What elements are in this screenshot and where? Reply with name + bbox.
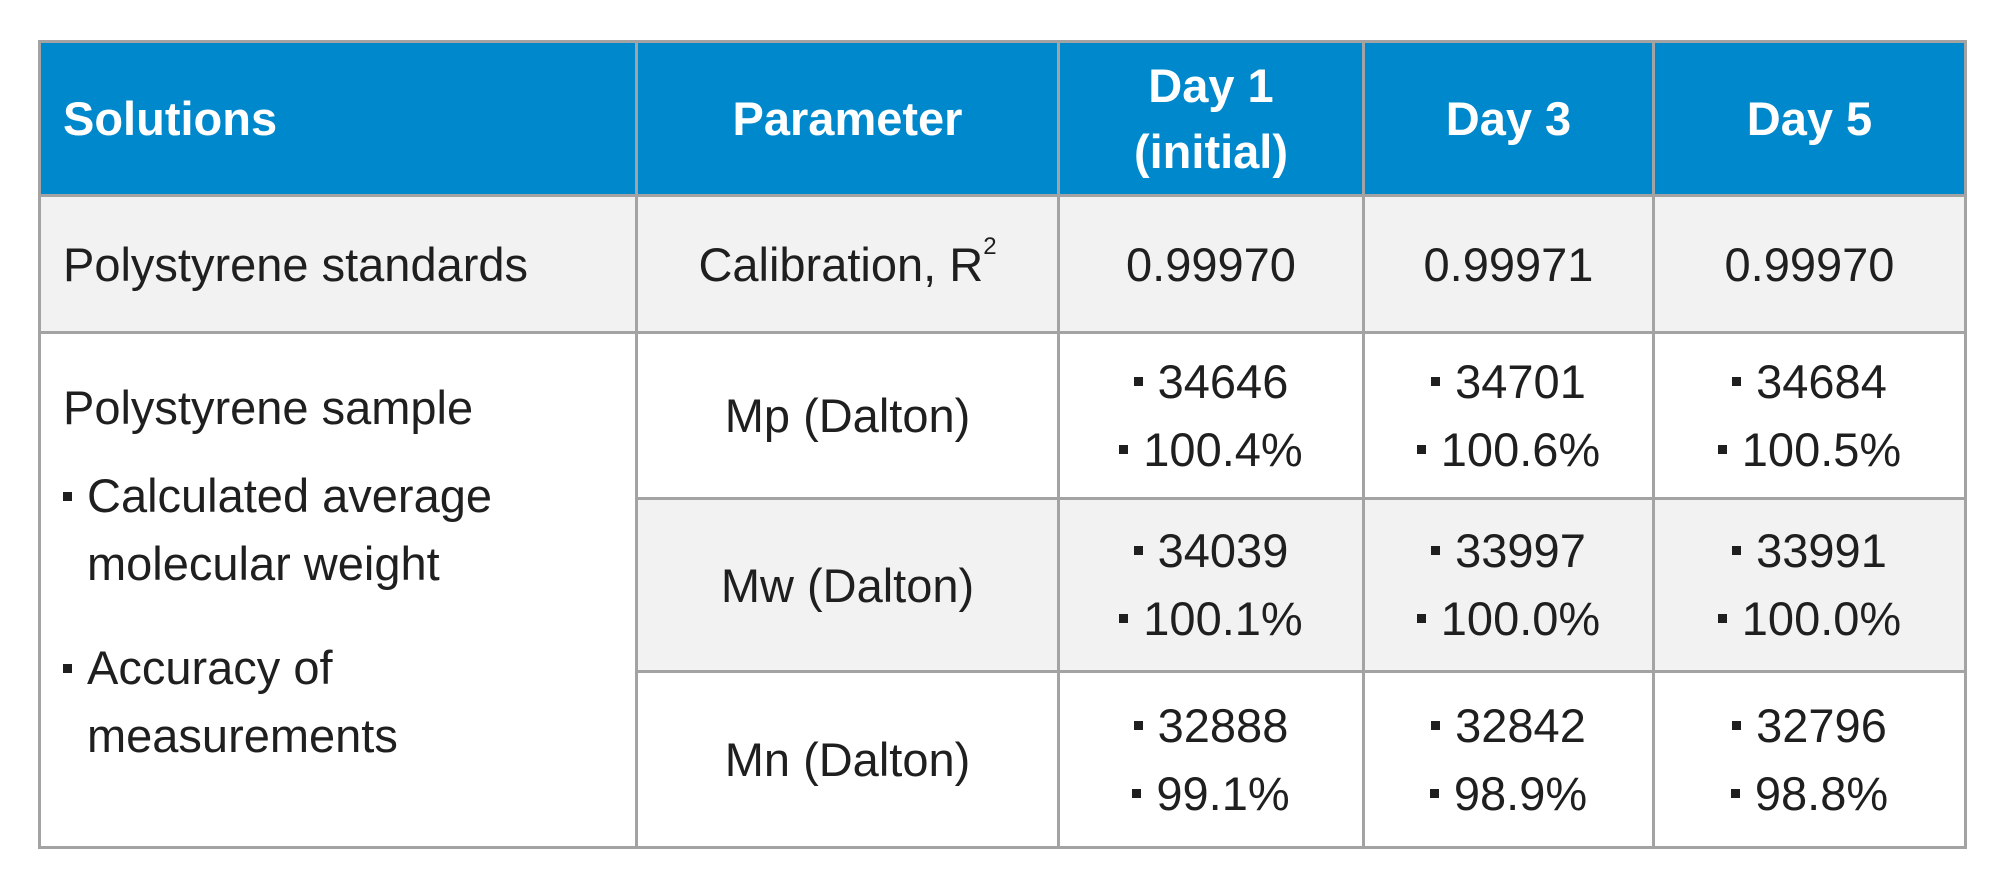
header-solutions: Solutions: [38, 40, 638, 197]
day5-accuracy: 100.0%: [1741, 592, 1902, 645]
calibration-parameter-label: Calibration, R: [698, 237, 984, 291]
bullet-square-icon: [1431, 376, 1441, 386]
bullet-square-icon: [1132, 788, 1142, 798]
row-day3: 33997 100.0%: [1362, 497, 1655, 673]
row-day1: 32888 99.1%: [1057, 670, 1365, 849]
header-day5: Day 5: [1652, 40, 1967, 197]
calibration-day3: 0.99971: [1362, 194, 1655, 334]
calibration-day1: 0.99970: [1057, 194, 1365, 334]
calibration-day5: 0.99970: [1652, 194, 1967, 334]
bullet-square-icon: [1431, 720, 1441, 730]
header-day1-line2: (initial): [1133, 124, 1289, 178]
bullet-square-icon: [1732, 376, 1742, 386]
row-day1: 34646 100.4%: [1057, 331, 1365, 500]
day1-accuracy: 100.1%: [1143, 592, 1303, 645]
bullet-square-icon: [1431, 546, 1441, 556]
sample-bullet-molecular-weight: Calculated average molecular weight: [63, 462, 635, 598]
day3-value: 32842: [1455, 698, 1586, 752]
day5-value: 33991: [1756, 524, 1887, 577]
calibration-solution: Polystyrene standards: [38, 194, 638, 334]
row-day5: 34684 100.5%: [1652, 331, 1967, 500]
day3-accuracy: 100.0%: [1440, 592, 1601, 645]
day5-value: 34684: [1756, 354, 1887, 408]
table-row: Polystyrene sample Calculated average mo…: [38, 331, 1967, 849]
sample-bullet1-line2: molecular weight: [87, 537, 440, 590]
row-day5: 32796 98.8%: [1652, 670, 1967, 849]
sample-title: Polystyrene sample: [63, 381, 474, 434]
calibration-row: Polystyrene standards Calibration, R2 0.…: [38, 194, 1967, 334]
bullet-square-icon: [63, 664, 72, 673]
bullet-square-icon: [1416, 444, 1426, 454]
table-row: Mw (Dalton) 34039 100.1% 33997 100.0% 33…: [40, 497, 1967, 673]
day1-value: 34646: [1157, 354, 1289, 408]
row-parameter: Mw (Dalton): [635, 497, 1060, 673]
row-day3: 32842 98.9%: [1362, 670, 1655, 849]
row-day3: 34701 100.6%: [1362, 331, 1655, 500]
day1-value: 34039: [1157, 524, 1289, 577]
bullet-square-icon: [1732, 546, 1742, 556]
bullet-square-icon: [63, 492, 72, 501]
sample-description-cell: Polystyrene sample Calculated average mo…: [38, 331, 638, 849]
bullet-square-icon: [1717, 614, 1727, 624]
calibration-parameter: Calibration, R2: [635, 194, 1060, 334]
row-day1: 34039 100.1%: [1057, 497, 1365, 673]
bullet-square-icon: [1119, 614, 1129, 624]
bullet-square-icon: [1133, 376, 1143, 386]
bullet-square-icon: [1133, 720, 1143, 730]
day3-value: 34701: [1455, 354, 1586, 408]
day5-accuracy: 100.5%: [1741, 422, 1902, 476]
table-row: Mn (Dalton) 32888 99.1% 32842 98.9% 3279…: [40, 670, 1967, 849]
day5-value: 32796: [1756, 698, 1887, 752]
day3-accuracy: 100.6%: [1440, 422, 1601, 476]
day3-accuracy: 98.9%: [1453, 766, 1588, 820]
bullet-square-icon: [1119, 444, 1129, 454]
results-table: Solutions Parameter Day 1 (initial) Day …: [38, 40, 1967, 849]
header-day1: Day 1 (initial): [1057, 40, 1365, 197]
sample-bullet1-line1: Calculated average: [87, 469, 492, 522]
sample-bullet2-line1: Accuracy of: [87, 641, 333, 694]
header-parameter: Parameter: [635, 40, 1060, 197]
day1-accuracy: 100.4%: [1143, 422, 1303, 476]
header-day3: Day 3: [1362, 40, 1655, 197]
row-day5: 33991 100.0%: [1652, 497, 1967, 673]
day1-accuracy: 99.1%: [1156, 766, 1290, 820]
header-day1-line1: Day 1: [1148, 58, 1274, 112]
bullet-square-icon: [1730, 788, 1740, 798]
day5-accuracy: 98.8%: [1754, 766, 1889, 820]
bullet-square-icon: [1717, 444, 1727, 454]
bullet-square-icon: [1732, 720, 1742, 730]
row-parameter: Mn (Dalton): [635, 670, 1060, 849]
day1-value: 32888: [1157, 698, 1289, 752]
bullet-square-icon: [1429, 788, 1439, 798]
sample-bullet2-line2: measurements: [87, 709, 398, 762]
r-squared-superscript: 2: [983, 232, 997, 260]
bullet-square-icon: [1416, 614, 1426, 624]
row-parameter: Mp (Dalton): [635, 331, 1060, 500]
day3-value: 33997: [1455, 524, 1586, 577]
sample-bullet-accuracy: Accuracy of measurements: [63, 634, 635, 770]
bullet-square-icon: [1133, 546, 1143, 556]
header-row: Solutions Parameter Day 1 (initial) Day …: [38, 40, 1967, 197]
